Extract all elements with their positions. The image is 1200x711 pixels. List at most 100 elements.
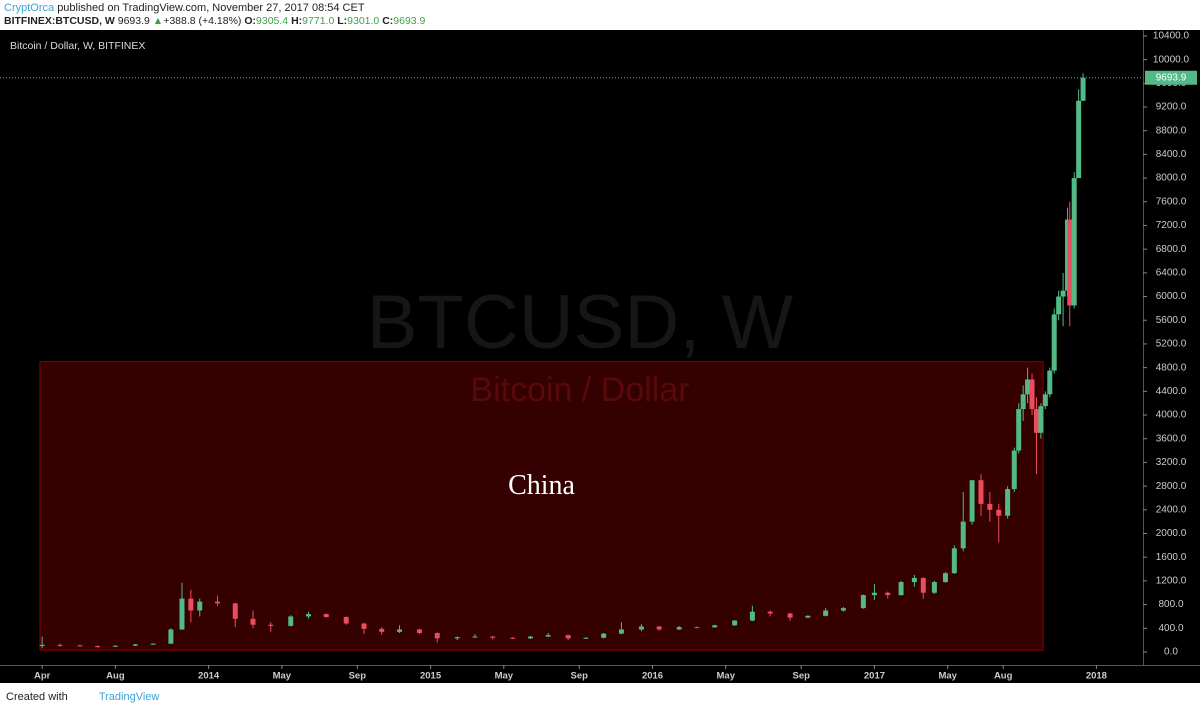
candle-body — [361, 623, 367, 629]
change: +388.8 (+4.18%) — [163, 15, 242, 27]
candle-body — [601, 633, 607, 638]
candle-body — [434, 633, 440, 639]
y-tick-label: 7200.0 — [1156, 220, 1187, 231]
y-tick-label: 6400.0 — [1156, 268, 1187, 279]
candle-body — [379, 628, 385, 632]
chart-bg — [0, 30, 1200, 683]
c: 9693.9 — [393, 15, 426, 27]
x-tick-label: May — [938, 671, 957, 682]
candle-body — [885, 592, 891, 596]
candle-body — [250, 618, 256, 625]
chart: BTCUSD, W Bitcoin / Dollar China 0.0 400.0 80… — [0, 30, 1200, 683]
candle-body — [510, 637, 516, 639]
candle-body — [694, 627, 700, 629]
header: CryptOrca published on TradingView.com, … — [4, 2, 425, 28]
candle-body — [920, 577, 926, 593]
candle-body — [1011, 450, 1017, 490]
candle-body — [987, 503, 993, 510]
o: 9305.4 — [256, 15, 289, 27]
candle-body — [951, 548, 957, 574]
candle-body — [472, 636, 478, 638]
y-tick-label: 4000.0 — [1156, 410, 1187, 421]
candle-body — [767, 611, 773, 614]
brand[interactable]: TradingView — [98, 691, 160, 703]
y-tick-label: 400.0 — [1158, 623, 1183, 634]
candle-body — [1071, 178, 1077, 306]
y-tick-label: 5200.0 — [1156, 339, 1187, 350]
candle-body — [1016, 409, 1022, 451]
candle-body — [490, 636, 496, 638]
watermark-sub: Bitcoin / Dollar — [470, 371, 689, 409]
candle-body — [676, 627, 682, 630]
candle-body — [305, 614, 311, 617]
candle-body — [1033, 409, 1039, 433]
h-label: H: — [291, 15, 303, 27]
y-tick-label: 1200.0 — [1156, 576, 1187, 587]
annotation-box — [39, 361, 1044, 651]
candle-body — [197, 601, 203, 611]
candle-body — [1020, 394, 1026, 410]
annotation-text: China — [508, 470, 575, 501]
candle-body — [911, 577, 917, 583]
candle-body — [112, 645, 118, 647]
y-tick-label: 0.0 — [1164, 647, 1178, 658]
candle-body — [150, 643, 156, 645]
candle-body — [565, 635, 571, 639]
candle-body — [527, 636, 533, 639]
x-tick-label: 2018 — [1086, 671, 1107, 682]
candle-body — [805, 615, 811, 618]
author[interactable]: CryptOrca — [4, 2, 55, 14]
x-tick-label: May — [273, 671, 292, 682]
candle-body — [39, 644, 45, 647]
candle-body — [712, 625, 718, 628]
candle-body — [545, 635, 551, 637]
candle-body — [1060, 290, 1066, 297]
y-tick-label: 1600.0 — [1156, 552, 1187, 563]
o-label: O: — [244, 15, 257, 27]
candle-body — [1025, 379, 1031, 395]
candle-body — [969, 480, 975, 522]
candle-body — [323, 614, 329, 618]
candle-body — [996, 509, 1002, 516]
chart-title: Bitcoin / Dollar, W, BITFINEX — [10, 40, 145, 52]
candle-body — [840, 608, 846, 611]
x-tick-label: 2016 — [642, 671, 663, 682]
l: 9301.0 — [347, 15, 380, 27]
price: 9693.9 — [117, 15, 150, 27]
y-tick-label: 8000.0 — [1156, 173, 1187, 184]
candle-body — [1056, 296, 1062, 315]
y-tick-label: 2000.0 — [1156, 528, 1187, 539]
header-line-2: BITFINEX:BTCUSD, W 9693.9 ▲+388.8 (+4.18… — [4, 15, 425, 28]
x-tick-label: May — [495, 671, 514, 682]
candle-body — [871, 592, 877, 596]
watermark: BTCUSD, W — [367, 280, 794, 365]
footer: Created with TradingView — [6, 691, 159, 703]
candle-body — [787, 613, 793, 618]
y-tick-label: 5600.0 — [1156, 315, 1187, 326]
y-tick-label: 9200.0 — [1156, 102, 1187, 113]
candle-body — [288, 616, 294, 626]
symbol: BITFINEX:BTCUSD, W — [4, 15, 115, 27]
candle-body — [978, 480, 984, 504]
candle-body — [1067, 219, 1073, 306]
arrow: ▲ — [152, 15, 164, 27]
candle-body — [960, 521, 966, 549]
y-tick-label: 10000.0 — [1153, 54, 1190, 65]
y-tick-label: 2400.0 — [1156, 504, 1187, 515]
y-tick-label: 4400.0 — [1156, 386, 1187, 397]
candle-body — [77, 645, 83, 647]
y-tick-label: 8800.0 — [1156, 125, 1187, 136]
x-tick-label: Sep — [792, 671, 810, 682]
candle-body — [215, 601, 221, 604]
candle-body — [132, 644, 138, 646]
y-tick-label: 3600.0 — [1156, 433, 1187, 444]
candle-body — [57, 644, 63, 646]
x-tick-label: 2017 — [864, 671, 885, 682]
candle-body — [188, 598, 194, 611]
created: Created with — [6, 691, 68, 703]
candle-body — [179, 598, 185, 630]
candle-body — [931, 582, 937, 593]
y-tick-label: 6000.0 — [1156, 291, 1187, 302]
published: published on TradingView.com, November 2… — [57, 2, 365, 14]
